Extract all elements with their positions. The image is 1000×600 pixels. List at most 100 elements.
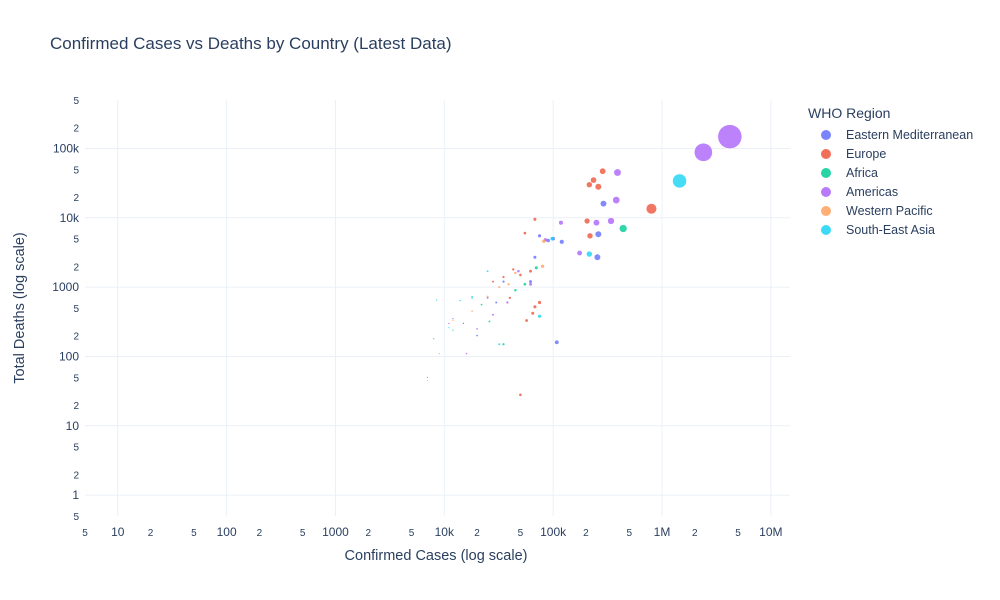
legend-swatch [821,225,831,235]
data-point[interactable] [614,169,621,176]
data-point[interactable] [542,239,545,242]
y-tick-label: 2 [73,470,79,481]
grid-lines [85,100,790,516]
data-point[interactable] [529,280,532,283]
data-point[interactable] [481,304,483,306]
data-point[interactable] [452,318,453,319]
data-point[interactable] [506,301,508,303]
legend-item[interactable]: Europe [808,144,973,163]
data-point[interactable] [718,125,742,149]
data-point[interactable] [471,296,473,298]
data-point[interactable] [619,225,627,233]
data-point[interactable] [531,312,534,315]
legend-item[interactable]: Africa [808,163,973,182]
data-point[interactable] [427,380,428,381]
data-point[interactable] [538,234,541,237]
x-tick-label: 5 [300,528,306,539]
data-point[interactable] [646,204,656,214]
data-point[interactable] [550,237,554,241]
data-point[interactable] [514,272,516,274]
data-point[interactable] [476,335,478,337]
data-point[interactable] [608,218,615,225]
data-point[interactable] [524,232,527,235]
data-point[interactable] [498,286,500,288]
data-point[interactable] [502,276,504,278]
data-point[interactable] [466,353,467,354]
data-point[interactable] [594,220,600,226]
data-point[interactable] [519,274,522,277]
data-point[interactable] [524,283,527,286]
data-point[interactable] [476,328,478,330]
y-tick-label: 2 [73,332,79,343]
data-point[interactable] [460,300,461,301]
data-point[interactable] [587,182,592,187]
data-point[interactable] [694,143,712,161]
data-point[interactable] [584,218,589,223]
x-tick-label: 1M [654,525,671,539]
x-tick-label: 1000 [322,525,349,539]
data-point[interactable] [613,196,620,203]
data-point[interactable] [502,343,504,345]
y-tick-label: 2 [73,193,79,204]
data-point[interactable] [452,329,453,330]
data-point[interactable] [436,299,437,300]
legend-item[interactable]: Western Pacific [808,201,973,220]
data-point[interactable] [555,340,559,344]
data-point[interactable] [591,177,597,183]
data-point[interactable] [535,266,538,269]
data-point[interactable] [487,270,489,272]
data-point[interactable] [538,301,541,304]
data-point[interactable] [533,256,536,259]
y-tick-label: 5 [73,304,79,315]
data-point[interactable] [538,315,541,318]
y-tick-label: 5 [73,96,79,107]
data-point[interactable] [519,393,522,396]
data-point[interactable] [427,377,428,378]
data-point[interactable] [487,296,489,298]
data-point[interactable] [529,283,532,286]
data-point[interactable] [512,268,514,270]
data-point[interactable] [594,254,600,260]
legend-item[interactable]: South-East Asia [808,220,973,239]
legend-items: Eastern Mediterranean Europe Africa America… [808,125,973,239]
data-point[interactable] [517,270,520,273]
data-point[interactable] [448,327,449,328]
legend-swatch [821,206,831,216]
data-point[interactable] [533,218,536,221]
data-point[interactable] [439,353,440,354]
data-point[interactable] [587,233,592,238]
data-point[interactable] [452,320,453,321]
data-point[interactable] [595,184,601,190]
data-point[interactable] [495,302,497,304]
legend-item[interactable]: Eastern Mediterranean [808,125,973,144]
data-point[interactable] [448,323,449,324]
data-point[interactable] [673,174,687,188]
data-point[interactable] [600,168,606,174]
data-point[interactable] [498,343,500,345]
data-point[interactable] [533,305,536,308]
data-point[interactable] [509,297,511,299]
y-tick-label: 5 [73,373,79,384]
data-point[interactable] [507,283,509,285]
data-point[interactable] [514,289,516,291]
data-point[interactable] [577,251,582,256]
data-point[interactable] [525,319,528,322]
x-tick-label: 2 [474,528,480,539]
data-point[interactable] [541,265,544,268]
data-point[interactable] [600,200,606,206]
legend-item[interactable]: Americas [808,182,973,201]
data-point[interactable] [463,323,464,324]
data-point[interactable] [560,240,564,244]
data-point[interactable] [433,338,434,339]
data-point[interactable] [559,221,563,225]
data-point[interactable] [471,310,473,312]
data-point[interactable] [502,281,504,283]
data-point[interactable] [492,281,494,283]
data-point[interactable] [587,251,592,256]
data-point[interactable] [595,231,601,237]
data-point[interactable] [492,314,494,316]
y-tick-label: 5 [73,443,79,454]
data-point[interactable] [529,270,532,273]
data-point[interactable] [489,320,491,322]
